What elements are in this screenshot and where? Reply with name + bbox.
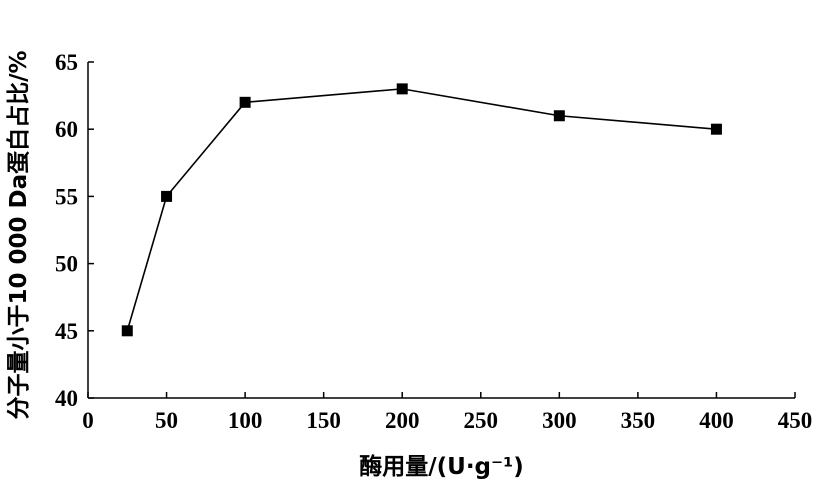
x-ticks: 0 50 100 150 200 250 300 350 400 450 — [82, 392, 812, 433]
axes — [87, 62, 795, 399]
x-tick-label: 0 — [82, 408, 94, 433]
series-line — [126, 88, 717, 332]
y-tick-label: 40 — [55, 386, 78, 411]
data-point-marker — [239, 96, 251, 108]
y-tick-label: 65 — [55, 50, 78, 75]
x-tick-label: 100 — [228, 408, 263, 433]
y-tick-label: 60 — [55, 117, 78, 142]
x-tick-label: 400 — [699, 408, 734, 433]
y-ticks: 40 45 50 55 60 65 — [55, 50, 94, 411]
data-point-marker — [161, 190, 173, 202]
x-axis-title: 酶用量/(U·g⁻¹) — [359, 453, 524, 480]
x-tick-label: 200 — [385, 408, 420, 433]
y-tick-label: 50 — [55, 252, 78, 277]
data-point-marker — [121, 325, 133, 337]
y-tick-label: 45 — [55, 319, 78, 344]
y-axis-title: 分子量小于10 000 Da蛋白占比/% — [5, 50, 32, 419]
y-tick-label: 55 — [55, 184, 78, 209]
x-tick-label: 250 — [464, 408, 499, 433]
x-tick-label: 50 — [155, 408, 178, 433]
data-point-marker — [553, 110, 565, 122]
x-tick-label: 150 — [306, 408, 341, 433]
data-point-marker — [396, 83, 408, 95]
data-point-marker — [710, 123, 722, 135]
x-tick-label: 350 — [621, 408, 656, 433]
x-tick-label: 450 — [778, 408, 813, 433]
series-layer — [121, 83, 722, 337]
x-tick-label: 300 — [542, 408, 577, 433]
